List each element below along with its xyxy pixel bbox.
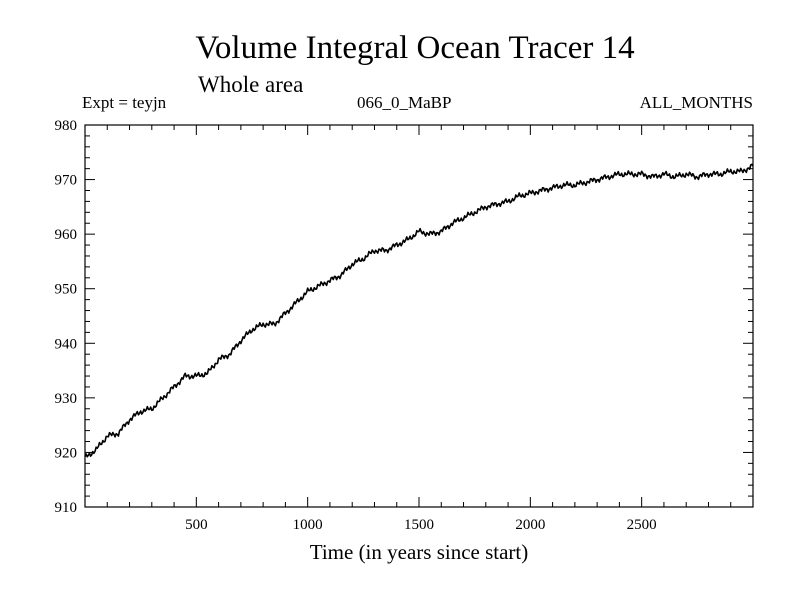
- chart-subtitle: Whole area: [198, 72, 304, 97]
- x-tick-label: 500: [185, 517, 208, 533]
- x-axis-label: Time (in years since start): [309, 540, 529, 564]
- series-group: [84, 163, 754, 458]
- experiment-label: Expt = teyjn: [82, 93, 167, 112]
- axis-ticks: [85, 125, 753, 507]
- run-id-label: 066_0_MaBP: [357, 93, 452, 112]
- tick-labels: 500 1000 1500 2000 2500 910 920 930 940 950 960 970…: [55, 118, 657, 533]
- y-tick-label: 940: [55, 336, 78, 352]
- y-tick-label: 930: [55, 391, 78, 407]
- y-tick-label: 920: [55, 445, 78, 461]
- y-tick-label: 950: [55, 282, 78, 298]
- plot-frame: [84, 124, 754, 508]
- y-tick-label: 960: [55, 227, 78, 243]
- series-line: [84, 163, 754, 458]
- chart-title: Volume Integral Ocean Tracer 14: [195, 30, 635, 66]
- x-tick-label: 1500: [404, 517, 434, 533]
- y-tick-label: 970: [55, 173, 78, 189]
- x-tick-label: 1000: [293, 517, 323, 533]
- period-label: ALL_MONTHS: [639, 93, 753, 112]
- y-tick-label: 910: [55, 500, 78, 516]
- y-tick-label: 980: [55, 118, 78, 134]
- x-tick-label: 2000: [515, 517, 545, 533]
- x-tick-label: 2500: [627, 517, 657, 533]
